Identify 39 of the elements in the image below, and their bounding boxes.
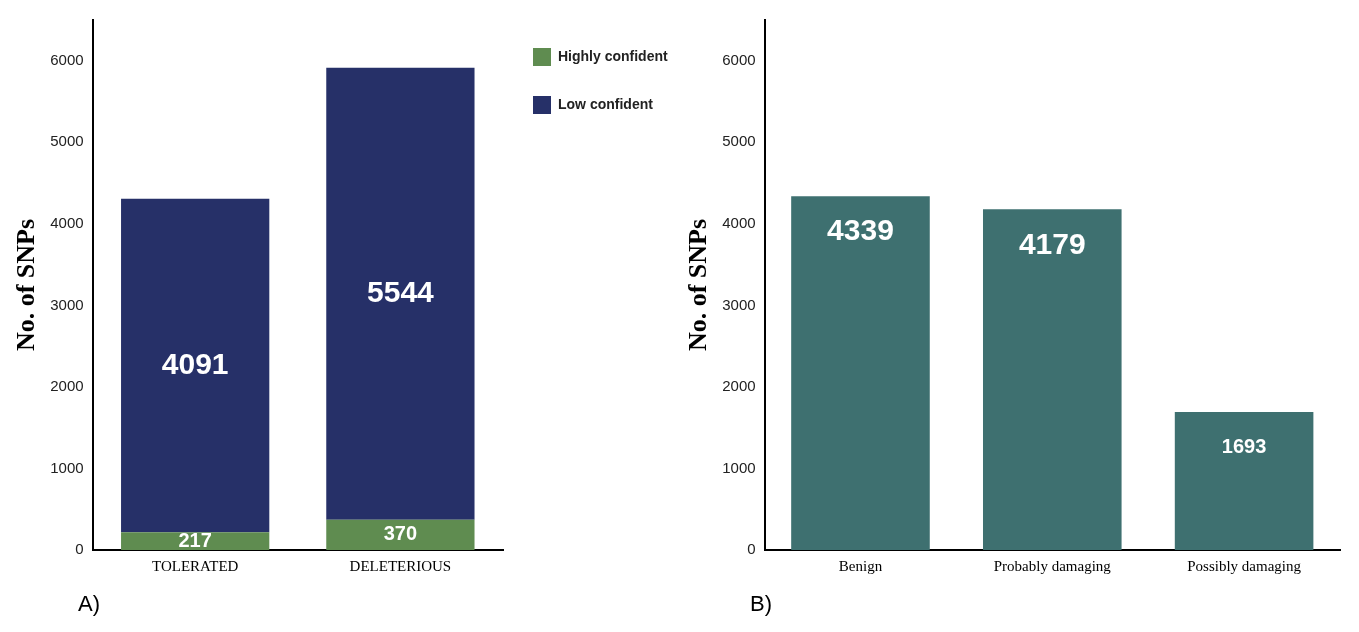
x-tick-label: DELETERIOUS	[349, 557, 452, 574]
y-tick-label: 4000	[50, 213, 84, 231]
y-tick-label: 1000	[50, 458, 84, 476]
data-label: 370	[383, 522, 418, 545]
legend-label: Low confident	[558, 95, 654, 112]
bar	[1174, 411, 1314, 550]
y-tick-label: 1000	[722, 458, 756, 476]
y-tick-label: 2000	[722, 377, 756, 395]
bar	[326, 67, 475, 520]
data-label: 5544	[367, 275, 435, 309]
text: B)	[750, 591, 772, 617]
legend-label: Highly confident	[558, 47, 668, 64]
data-label: 4339	[827, 213, 894, 247]
y-tick-label: 3000	[50, 295, 84, 313]
data-label: 217	[178, 528, 212, 551]
data-label: 4179	[1018, 226, 1086, 260]
x-tick-label: Possibly damaging	[1187, 557, 1302, 574]
text: A)	[78, 591, 100, 617]
data-label: 4091	[161, 346, 229, 380]
x-tick-label: TOLERATED	[151, 557, 239, 574]
bar	[791, 196, 930, 550]
y-tick-label: 2000	[50, 377, 84, 395]
y-tick-label: 3000	[722, 295, 756, 313]
bar	[121, 198, 270, 533]
bar	[326, 519, 475, 550]
y-tick-label: 5000	[50, 132, 84, 150]
y-axis-title: No. of SNPs	[683, 218, 713, 352]
bar	[982, 209, 1122, 550]
y-tick-label: 6000	[722, 50, 756, 68]
y-tick-label: 4000	[722, 213, 756, 231]
bar	[121, 532, 270, 550]
x-tick-label: Benign	[838, 557, 883, 574]
y-tick-label: 0	[747, 540, 756, 558]
y-tick-label: 6000	[50, 50, 84, 68]
y-axis-title: No. of SNPs	[11, 218, 41, 352]
data-label: 1693	[1221, 435, 1267, 458]
y-tick-label: 0	[75, 540, 84, 558]
y-tick-label: 5000	[722, 132, 756, 150]
x-tick-label: Probably damaging	[993, 557, 1112, 574]
